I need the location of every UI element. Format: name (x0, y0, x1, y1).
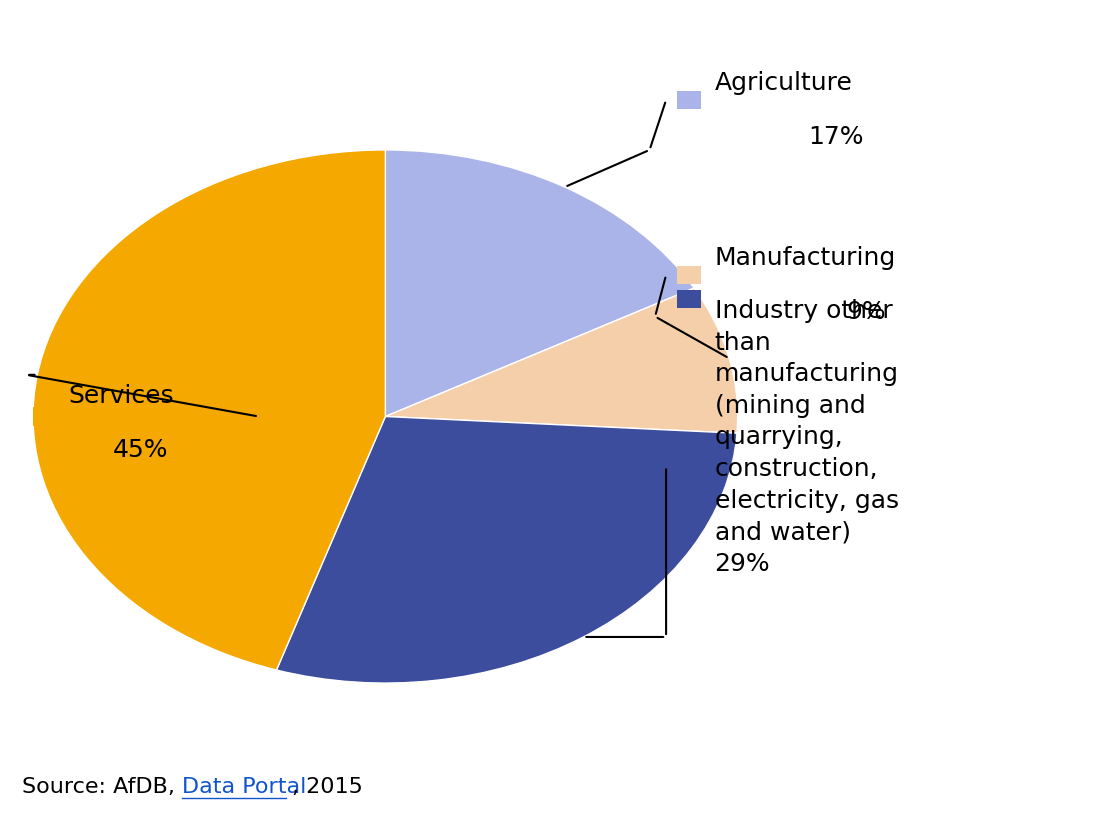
Text: Agriculture: Agriculture (715, 72, 852, 95)
Text: Source: AfDB,: Source: AfDB, (22, 777, 182, 797)
Bar (677, 290, 701, 308)
Text: Industry other
than
manufacturing
(mining and
quarrying,
construction,
electrici: Industry other than manufacturing (minin… (715, 299, 898, 576)
Bar (677, 266, 701, 284)
Text: 17%: 17% (808, 126, 863, 149)
Wedge shape (385, 288, 738, 433)
Text: 9%: 9% (847, 301, 886, 324)
Bar (677, 91, 701, 109)
Text: 45%: 45% (112, 438, 167, 461)
Wedge shape (276, 416, 737, 683)
Text: Manufacturing: Manufacturing (715, 247, 896, 270)
Text: Data Portal: Data Portal (182, 777, 306, 797)
Text: , 2015: , 2015 (292, 777, 362, 797)
Wedge shape (33, 150, 385, 670)
Wedge shape (385, 150, 694, 416)
Bar (33, 407, 57, 426)
Text: Services: Services (68, 384, 174, 407)
